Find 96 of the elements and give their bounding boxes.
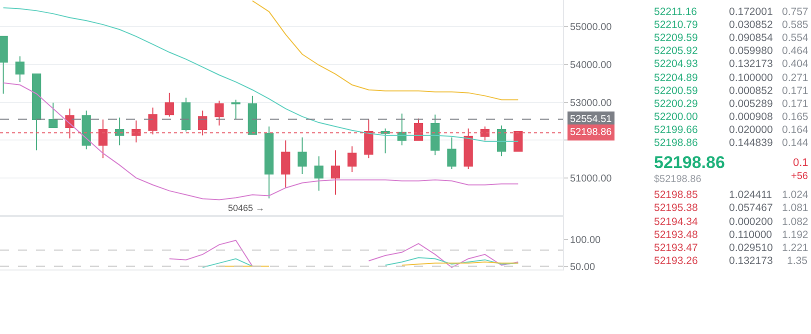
line-series	[2, 7, 519, 142]
candlestick	[496, 124, 506, 157]
candlestick	[298, 136, 307, 174]
line-series	[2, 82, 519, 200]
text: 1.192	[782, 229, 808, 241]
text: 52209.59	[654, 32, 698, 44]
text: 0.057467	[729, 202, 773, 214]
text: 52193.26	[654, 255, 698, 267]
text: 0.005289	[729, 98, 773, 110]
text: 52193.47	[654, 242, 698, 254]
text: 0.100000	[729, 72, 773, 84]
text: 0.171	[782, 85, 808, 97]
text: 0.059980	[729, 45, 773, 57]
candlestick	[0, 36, 8, 94]
candlestick	[132, 120, 141, 143]
candlestick	[198, 110, 208, 136]
candlestick	[264, 126, 274, 199]
candlestick	[480, 126, 490, 141]
text: 52200.29	[654, 98, 698, 110]
ref-line-label: 52198.86	[570, 127, 612, 138]
candlestick	[115, 117, 124, 146]
text: 52205.92	[654, 45, 698, 57]
text: 0.090854	[729, 32, 773, 44]
candlestick	[380, 128, 390, 154]
text: 0.000908	[729, 111, 773, 123]
text: 1.024411	[729, 189, 772, 201]
line-series	[252, 0, 519, 100]
candlestick	[15, 56, 24, 82]
candlestick	[514, 130, 523, 152]
text: 52195.38	[654, 202, 698, 214]
text: 0.144	[782, 137, 808, 149]
text: 52200.00	[654, 111, 698, 123]
text: 0.271	[782, 72, 808, 84]
text: 0.030852	[729, 19, 773, 31]
text: +56	[791, 171, 808, 182]
candlestick	[164, 92, 174, 118]
text: 0.404	[782, 58, 808, 70]
text: 0.029510	[729, 242, 773, 254]
candlestick	[214, 100, 224, 126]
candlestick	[32, 74, 42, 151]
annotation: 50465 →	[228, 203, 265, 213]
text: 52193.48	[654, 229, 698, 241]
text: 1.081	[782, 202, 808, 214]
text: 52210.79	[654, 19, 698, 31]
text: 1.024	[782, 189, 808, 201]
text: 0.144839	[729, 137, 773, 149]
candlestick	[48, 102, 58, 128]
text: 52198.86	[654, 137, 698, 149]
text: 1.35	[787, 255, 808, 267]
text: 0.132173	[729, 58, 773, 70]
text: 52194.34	[654, 216, 698, 228]
text: $52198.86	[654, 174, 702, 185]
text: 0.554	[782, 32, 808, 44]
candlestick	[464, 128, 473, 170]
candlestick	[82, 110, 91, 150]
text: 52200.59	[654, 85, 698, 97]
text: 52204.89	[654, 72, 698, 84]
y-tick-label: 100.00	[570, 234, 602, 246]
candlestick	[314, 156, 324, 192]
candlestick	[430, 114, 440, 156]
candlestick	[330, 150, 340, 196]
text: 0.171	[782, 98, 808, 110]
text: 1.221	[782, 242, 808, 254]
candlestick	[231, 99, 240, 120]
y-tick-label: 53000.00	[570, 98, 612, 109]
candlestick	[148, 107, 158, 135]
y-tick-label: 55000.00	[570, 22, 612, 34]
text: 0.464	[782, 45, 808, 57]
y-tick-label: 51000.00	[570, 174, 612, 185]
text: 0.172001	[729, 6, 773, 18]
candlestick	[181, 97, 191, 132]
candlestick	[248, 95, 258, 135]
text: 52199.66	[654, 124, 698, 136]
text: 52198.85	[654, 189, 698, 201]
text: 0.020000	[729, 124, 773, 136]
text: 52204.93	[654, 58, 698, 70]
candlestick	[348, 146, 357, 172]
text: 0.132173	[729, 255, 773, 267]
y-tick-label: 54000.00	[570, 60, 612, 71]
text: 0.000852	[729, 85, 773, 97]
candlestick	[447, 136, 456, 170]
text: 0.1	[793, 157, 808, 169]
text: 0.585	[782, 19, 808, 31]
y-tick-label: 50.00	[570, 262, 596, 273]
ref-line-label: 52554.51	[570, 114, 612, 125]
candlestick	[281, 140, 290, 188]
text: 0.000200	[729, 216, 773, 228]
text: 1.082	[782, 216, 808, 228]
text: 0.164	[782, 124, 808, 136]
text: 52198.86	[654, 153, 725, 172]
text: 52211.16	[654, 6, 698, 18]
candlestick	[364, 119, 374, 159]
text: 0.110000	[729, 229, 772, 241]
text: 0.165	[782, 111, 808, 123]
candlestick	[98, 119, 108, 159]
text: 0.757	[782, 6, 808, 18]
